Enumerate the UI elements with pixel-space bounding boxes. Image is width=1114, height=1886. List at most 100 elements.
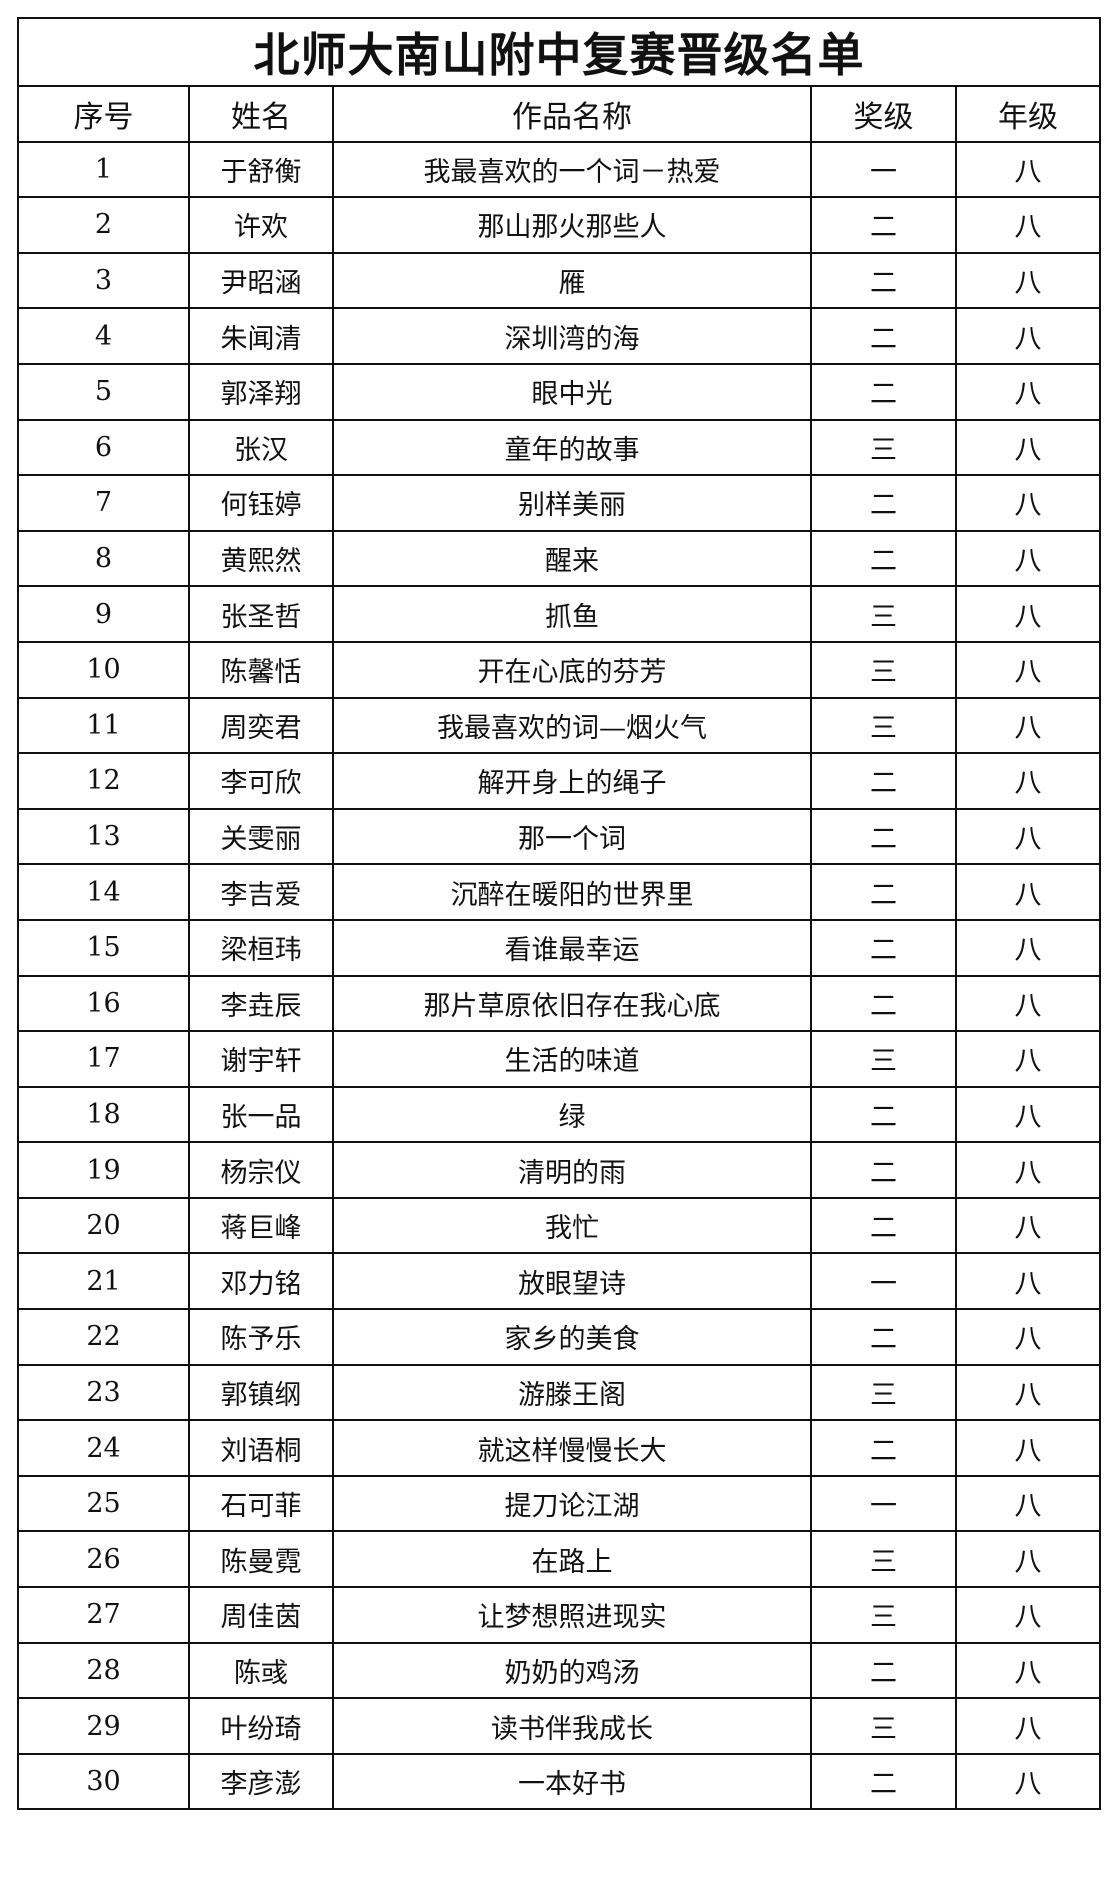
table-row: 23 郭镇纲 游滕王阁三八 — [17, 1363, 1102, 1422]
cell-name: 陈彧 — [188, 1641, 334, 1700]
cell-work-title: 我最喜欢的词—烟火气 — [332, 696, 812, 755]
cell-award-level: 一 — [810, 1474, 957, 1533]
cell-award-level: 三 — [810, 1530, 957, 1589]
cell-name: 何钰婷 — [188, 474, 334, 532]
cell-award-level: 二 — [810, 1752, 957, 1811]
cell-grade: 八 — [954, 974, 1102, 1033]
cell-award-level: 二 — [810, 1141, 957, 1199]
cell-name: 李垚辰 — [188, 974, 334, 1033]
cell-work-title: 看谁最幸运 — [332, 918, 812, 977]
cell-grade: 八 — [954, 140, 1102, 199]
cell-grade: 八 — [954, 1697, 1102, 1755]
cell-name: 李吉爱 — [188, 863, 334, 921]
table-row: 22 陈予乐 家乡的美食二八 — [17, 1308, 1102, 1366]
cell-award-level: 二 — [810, 1196, 957, 1255]
cell-work-title: 就这样慢慢长大 — [332, 1419, 812, 1477]
cell-name: 蒋巨峰 — [188, 1196, 334, 1255]
cell-name: 许欢 — [188, 196, 334, 254]
cell-work-title: 家乡的美食 — [332, 1308, 812, 1366]
table-row: 16 李垚辰 那片草原依旧存在我心底二八 — [17, 974, 1102, 1033]
cell-award-level: 二 — [810, 362, 957, 421]
cell-award-level: 二 — [810, 196, 957, 254]
table-row: 13 关雯丽 那一个词二八 — [17, 807, 1102, 866]
table-row: 15 梁桓玮 看谁最幸运二八 — [17, 918, 1102, 977]
table-row: 26 陈曼霓 在路上三八 — [17, 1530, 1102, 1589]
table-row: 12 李可欣 解开身上的绳子二八 — [17, 752, 1102, 810]
cell-index: 19 — [17, 1141, 190, 1199]
table-row: 7 何钰婷 别样美丽二八 — [17, 474, 1102, 532]
cell-work-title: 开在心底的芬芳 — [332, 640, 812, 699]
cell-work-title: 抓鱼 — [332, 585, 812, 643]
cell-grade: 八 — [954, 1641, 1102, 1700]
cell-name: 尹昭涵 — [188, 251, 334, 310]
cell-grade: 八 — [954, 585, 1102, 643]
cell-name: 于舒衡 — [188, 140, 334, 199]
cell-index: 1 — [17, 140, 190, 199]
cell-award-level: 二 — [810, 529, 957, 588]
cell-grade: 八 — [954, 1252, 1102, 1311]
table-row: 29 叶纷琦 读书伴我成长三八 — [17, 1697, 1102, 1755]
cell-grade: 八 — [954, 918, 1102, 977]
cell-award-level: 三 — [810, 1586, 957, 1644]
cell-grade: 八 — [954, 1419, 1102, 1477]
table-row: 9 张圣哲 抓鱼三八 — [17, 585, 1102, 643]
cell-award-level: 三 — [810, 1697, 957, 1755]
cell-name: 李彦澎 — [188, 1752, 334, 1811]
cell-name: 邓力铭 — [188, 1252, 334, 1311]
cell-award-level: 二 — [810, 307, 957, 365]
cell-work-title: 在路上 — [332, 1530, 812, 1589]
cell-grade: 八 — [954, 1308, 1102, 1366]
table-row: 3 尹昭涵雁二八 — [17, 251, 1102, 310]
cell-name: 张汉 — [188, 418, 334, 477]
cell-grade: 八 — [954, 807, 1102, 866]
cell-grade: 八 — [954, 1474, 1102, 1533]
cell-work-title: 解开身上的绳子 — [332, 752, 812, 810]
cell-award-level: 二 — [810, 251, 957, 310]
cell-index: 3 — [17, 251, 190, 310]
table-row: 25 石可菲 提刀论江湖一八 — [17, 1474, 1102, 1533]
cell-grade: 八 — [954, 1141, 1102, 1199]
table-row: 27 周佳茵 让梦想照进现实三八 — [17, 1586, 1102, 1644]
cell-award-level: 二 — [810, 974, 957, 1033]
header-row: 序号 姓名 作品名称 奖级 年级 — [17, 85, 1102, 143]
cell-name: 关雯丽 — [188, 807, 334, 866]
table-row: 1 于舒衡 我最喜欢的一个词－热爱一八 — [17, 140, 1102, 199]
table-row: 14 李吉爱 沉醉在暖阳的世界里二八 — [17, 863, 1102, 921]
cell-award-level: 二 — [810, 752, 957, 810]
table-row: 11 周奕君 我最喜欢的词—烟火气三八 — [17, 696, 1102, 755]
cell-index: 28 — [17, 1641, 190, 1700]
cell-name: 陈予乐 — [188, 1308, 334, 1366]
cell-index: 8 — [17, 529, 190, 588]
cell-grade: 八 — [954, 529, 1102, 588]
table-row: 6 张汉 童年的故事三八 — [17, 418, 1102, 477]
header-index: 序号 — [17, 85, 190, 143]
cell-work-title: 奶奶的鸡汤 — [332, 1641, 812, 1700]
cell-index: 24 — [17, 1419, 190, 1477]
cell-work-title: 一本好书 — [332, 1752, 812, 1811]
table-row: 28 陈彧 奶奶的鸡汤二八 — [17, 1641, 1102, 1700]
cell-award-level: 三 — [810, 1030, 957, 1088]
cell-index: 9 — [17, 585, 190, 643]
table-row: 2 许欢 那山那火那些人二八 — [17, 196, 1102, 254]
cell-index: 20 — [17, 1196, 190, 1255]
cell-index: 12 — [17, 752, 190, 810]
cell-name: 郭泽翔 — [188, 362, 334, 421]
cell-grade: 八 — [954, 1363, 1102, 1422]
cell-work-title: 读书伴我成长 — [332, 1697, 812, 1755]
cell-work-title: 雁 — [332, 251, 812, 310]
cell-work-title: 眼中光 — [332, 362, 812, 421]
cell-work-title: 别样美丽 — [332, 474, 812, 532]
cell-index: 5 — [17, 362, 190, 421]
cell-name: 谢宇轩 — [188, 1030, 334, 1088]
table-row: 20 蒋巨峰 我忙二八 — [17, 1196, 1102, 1255]
cell-grade: 八 — [954, 362, 1102, 421]
table-title: 北师大南山附中复赛晋级名单 — [16, 17, 1102, 87]
cell-index: 10 — [17, 640, 190, 699]
cell-index: 14 — [17, 863, 190, 921]
cell-award-level: 二 — [810, 863, 957, 921]
cell-award-level: 二 — [810, 918, 957, 977]
cell-grade: 八 — [954, 1530, 1102, 1589]
cell-index: 15 — [17, 918, 190, 977]
table-row: 8 黄熙然 醒来二八 — [17, 529, 1102, 588]
cell-grade: 八 — [954, 418, 1102, 477]
